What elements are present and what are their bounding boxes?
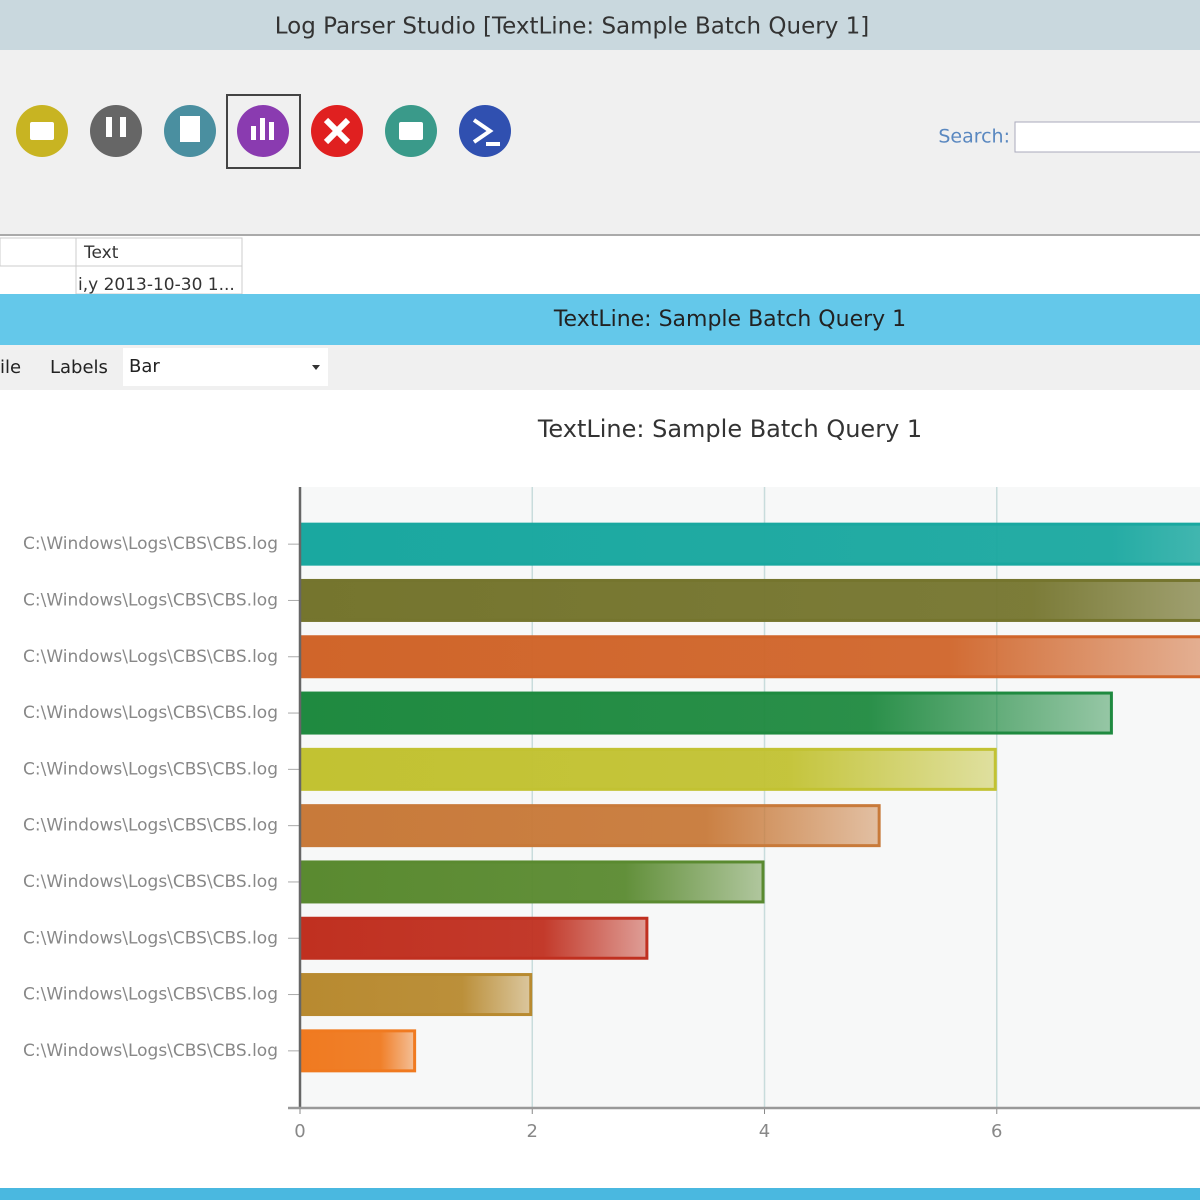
- y-tick-label: C:\Windows\Logs\CBS\CBS.log: [23, 590, 278, 610]
- grid-header: Text: [83, 243, 119, 263]
- y-tick-label: C:\Windows\Logs\CBS\CBS.log: [23, 703, 278, 723]
- bar: [300, 804, 881, 848]
- x-tick-label: 6: [991, 1121, 1002, 1142]
- bottom-bar: [0, 1188, 1200, 1200]
- run-icon[interactable]: [90, 105, 142, 157]
- title-bar: [0, 0, 1200, 50]
- powershell-icon[interactable]: [459, 105, 511, 157]
- x-tick-label: 2: [527, 1121, 538, 1142]
- icon-glyph: [269, 122, 274, 140]
- icon-glyph: [251, 126, 256, 140]
- icon-glyph: [472, 118, 500, 146]
- x-tick-label: 0: [294, 1121, 305, 1142]
- bar: [300, 747, 997, 791]
- icon-glyph: [260, 118, 265, 140]
- toolbar-icons: [16, 94, 511, 169]
- icon-glyph: [399, 122, 423, 140]
- grid-row-cell: [75, 265, 243, 295]
- y-tick-label: C:\Windows\Logs\CBS\CBS.log: [23, 759, 278, 779]
- icon-glyph: [120, 117, 126, 137]
- y-tick-label: C:\Windows\Logs\CBS\CBS.log: [23, 985, 278, 1005]
- y-tick-label: C:\Windows\Logs\CBS\CBS.log: [23, 816, 278, 836]
- y-tick-label: C:\Windows\Logs\CBS\CBS.log: [23, 647, 278, 667]
- panel-header: [0, 294, 1200, 345]
- bar: [300, 860, 765, 904]
- search-label: Search:: [938, 126, 1010, 148]
- dropdown-value: Bar: [129, 356, 160, 377]
- y-tick-label: C:\Windows\Logs\CBS\CBS.log: [23, 1041, 278, 1061]
- window-title: Log Parser Studio [TextLine: Sample Batc…: [275, 14, 870, 40]
- icon-glyph: [106, 117, 112, 137]
- panel-title: TextLine: Sample Batch Query 1: [553, 307, 906, 332]
- bar: [300, 578, 1200, 622]
- bar: [300, 635, 1200, 679]
- menu-item[interactable]: Labels: [50, 357, 108, 378]
- chart: 0 2 4 6 C:\Windows\Logs\CBS\CBS.log C:\Window…: [23, 487, 1200, 1142]
- bar: [300, 916, 649, 960]
- chart-type-dropdown[interactable]: [123, 348, 328, 386]
- bars: [300, 522, 1200, 1073]
- chart-title: TextLine: Sample Batch Query 1: [537, 415, 922, 443]
- y-tick-label: C:\Windows\Logs\CBS\CBS.log: [23, 534, 278, 554]
- grid-cell-text: i,y 2013-10-30 1...: [78, 275, 235, 295]
- selected-frame: [226, 94, 301, 169]
- icon-glyph: [323, 117, 351, 145]
- y-tick-label: C:\Windows\Logs\CBS\CBS.log: [23, 872, 278, 892]
- bar: [300, 1029, 417, 1073]
- dropdown-arrow: [312, 365, 320, 370]
- bar: [300, 691, 1113, 735]
- icon-glyph: [30, 122, 54, 140]
- bar: [300, 522, 1200, 566]
- bar: [300, 973, 533, 1017]
- menu-item[interactable]: ile: [0, 357, 21, 378]
- x-tick-label: 4: [759, 1121, 770, 1142]
- icon-glyph: [180, 116, 200, 142]
- y-tick-label: C:\Windows\Logs\CBS\CBS.log: [23, 928, 278, 948]
- grid-cell: [0, 237, 77, 267]
- search-input[interactable]: [1014, 121, 1200, 153]
